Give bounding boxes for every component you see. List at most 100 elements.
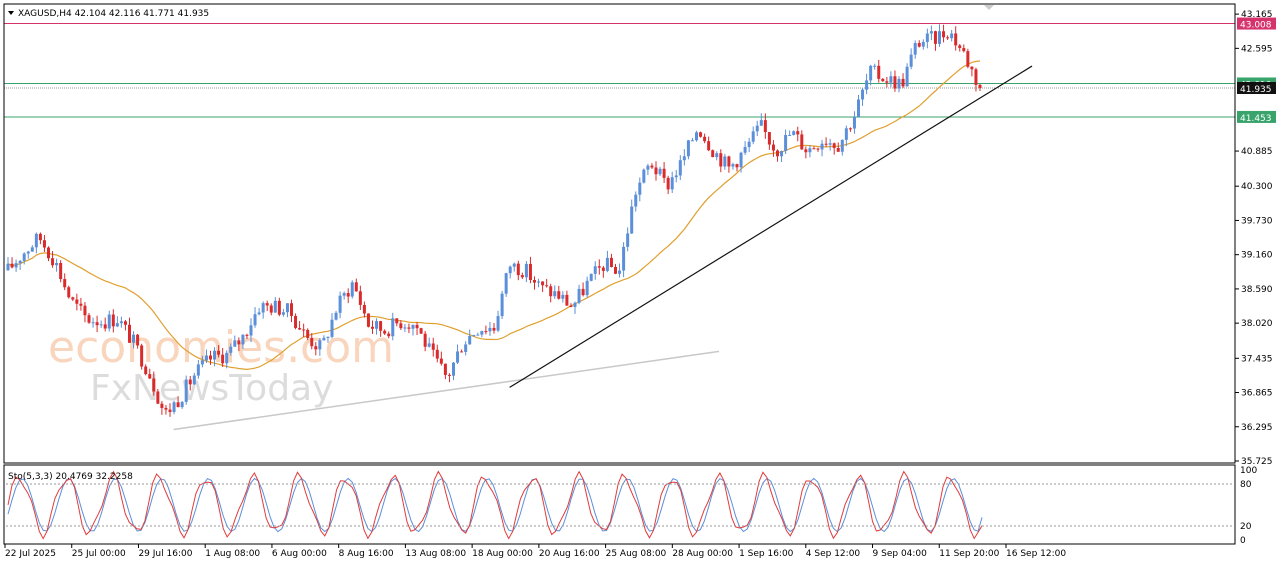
candle-body: [314, 346, 318, 350]
candle-body: [253, 314, 257, 326]
price-tick-label: 39.730: [1241, 216, 1273, 226]
price-axis[interactable]: 43.165 42.595 40.885 40.300 39.730 39.160 38.5…: [1235, 10, 1273, 467]
candle-body: [79, 303, 83, 306]
candle-body: [103, 324, 107, 329]
candle-body: [298, 328, 302, 330]
candle-body: [338, 295, 342, 313]
candle-body: [83, 305, 87, 316]
candle-body: [771, 144, 775, 151]
stochastic-signal-line: [7, 477, 983, 533]
candle-body: [589, 273, 593, 281]
candle-body: [804, 149, 808, 153]
stochastic-tick-label: 100: [1240, 466, 1257, 476]
candle-body: [273, 300, 277, 313]
candle-body: [225, 352, 229, 364]
candle-body: [869, 65, 873, 81]
candle-body: [42, 240, 46, 248]
candle-body: [861, 89, 865, 100]
candle-body: [290, 303, 293, 316]
candle-body: [966, 51, 970, 67]
trendlines[interactable]: [173, 65, 1033, 431]
candle-body: [852, 116, 856, 129]
candle-body: [176, 402, 180, 408]
candle-body: [573, 302, 577, 307]
chart-shift-icon[interactable]: [984, 5, 994, 10]
candle-body: [719, 153, 723, 167]
candle-body: [26, 251, 30, 254]
candle-body: [217, 350, 221, 355]
candle-body: [767, 132, 771, 145]
candle-body: [763, 120, 767, 133]
candle-body: [261, 303, 265, 313]
candle-body: [828, 143, 832, 145]
candle-body: [873, 65, 877, 67]
candle-body: [686, 140, 690, 157]
candle-body: [200, 360, 204, 365]
older-support-trendline: [173, 350, 720, 431]
candle-body: [322, 337, 326, 341]
candle-body: [99, 324, 103, 326]
level-tag: [1237, 17, 1276, 30]
candle-body: [452, 362, 455, 376]
candle-body: [318, 340, 322, 350]
candle-body: [796, 131, 800, 135]
candle-body: [387, 333, 391, 337]
candle-body: [646, 165, 650, 170]
candle-body: [172, 402, 176, 413]
candle-body: [221, 354, 225, 364]
candle-body: [950, 33, 954, 39]
stochastic-lines: [7, 470, 983, 540]
candle-body: [909, 54, 913, 67]
candle-body: [59, 262, 63, 280]
candle-body: [905, 66, 909, 87]
moving-average: [7, 60, 981, 371]
candle-body: [269, 305, 273, 313]
candle-body: [447, 374, 451, 376]
price-tick-label: 38.020: [1241, 319, 1273, 329]
price-tick-label: 38.590: [1241, 285, 1273, 295]
candle-body: [439, 358, 443, 364]
watermark-line2: FxNewsToday: [90, 368, 333, 409]
candle-body: [670, 177, 674, 190]
candle-body: [626, 233, 630, 247]
price-tick-label: 36.865: [1241, 389, 1273, 399]
candle-body: [366, 313, 370, 327]
candle-body: [836, 147, 840, 152]
horizontal-levels: [4, 23, 1235, 118]
candle-body: [168, 409, 172, 413]
time-axis[interactable]: 22 Jul 2025 25 Jul 00:00 29 Jul 16:00 1 Aug…: [4, 544, 1066, 559]
candle-body: [897, 78, 901, 89]
candle-body: [962, 48, 966, 52]
candle-body: [678, 160, 682, 176]
candle-body: [371, 326, 374, 329]
candle-body: [917, 43, 921, 47]
candle-body: [342, 293, 346, 296]
candle-body: [492, 327, 496, 331]
stochastic-label: Sto(5,3,3) 20.4769 32.2258: [8, 472, 133, 482]
candle-body: [942, 31, 946, 38]
candle-body: [974, 69, 978, 85]
candle-body: [196, 364, 200, 376]
triangle-down-icon[interactable]: [8, 11, 14, 15]
candle-body: [925, 33, 929, 42]
candle-body: [658, 168, 662, 175]
candle-body: [229, 346, 233, 353]
candle-body: [115, 323, 119, 327]
candle-body: [520, 275, 524, 278]
candle-body: [209, 355, 212, 360]
candle-body: [456, 351, 460, 363]
candle-body: [565, 294, 569, 306]
candle-body: [857, 99, 860, 117]
candle-body: [188, 379, 192, 385]
candle-body: [699, 132, 703, 137]
candle-body: [654, 167, 658, 175]
candle-body: [524, 263, 528, 278]
time-tick-label: 11 Sep 20:00: [939, 549, 999, 559]
candle-body: [233, 340, 237, 347]
candle-body: [735, 164, 739, 168]
candle-body: [622, 246, 626, 271]
candle-body: [302, 329, 306, 331]
time-tick-label: 28 Aug 00:00: [672, 549, 733, 559]
